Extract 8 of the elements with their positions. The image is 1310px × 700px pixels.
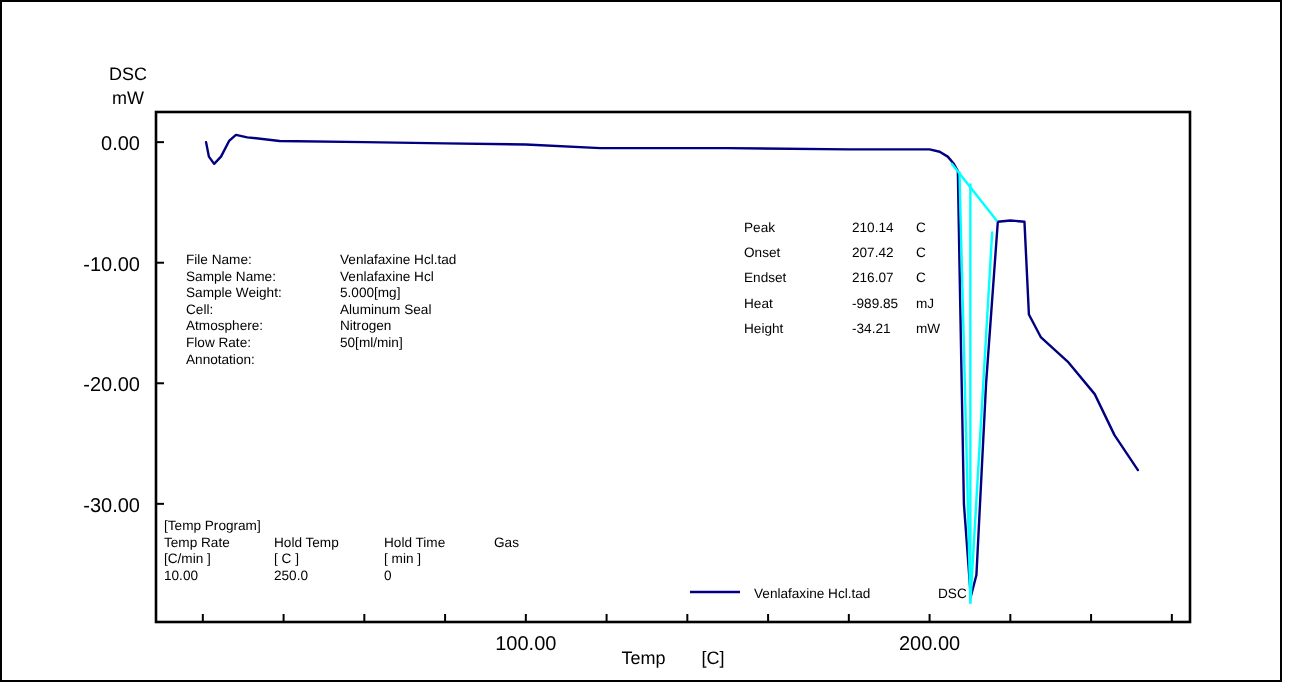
y-axis-title: DSC mW xyxy=(108,64,148,108)
y-tick-label: -20.00 xyxy=(83,375,141,398)
y-tick-label: 0.00 xyxy=(101,134,141,157)
y-tick-label: -10.00 xyxy=(83,254,141,277)
y-tick-label: -30.00 xyxy=(83,495,141,518)
text: Temp [C] xyxy=(621,648,725,668)
x-tick-label: 100.00 xyxy=(495,634,558,656)
x-tick-label: 200.00 xyxy=(898,634,962,656)
